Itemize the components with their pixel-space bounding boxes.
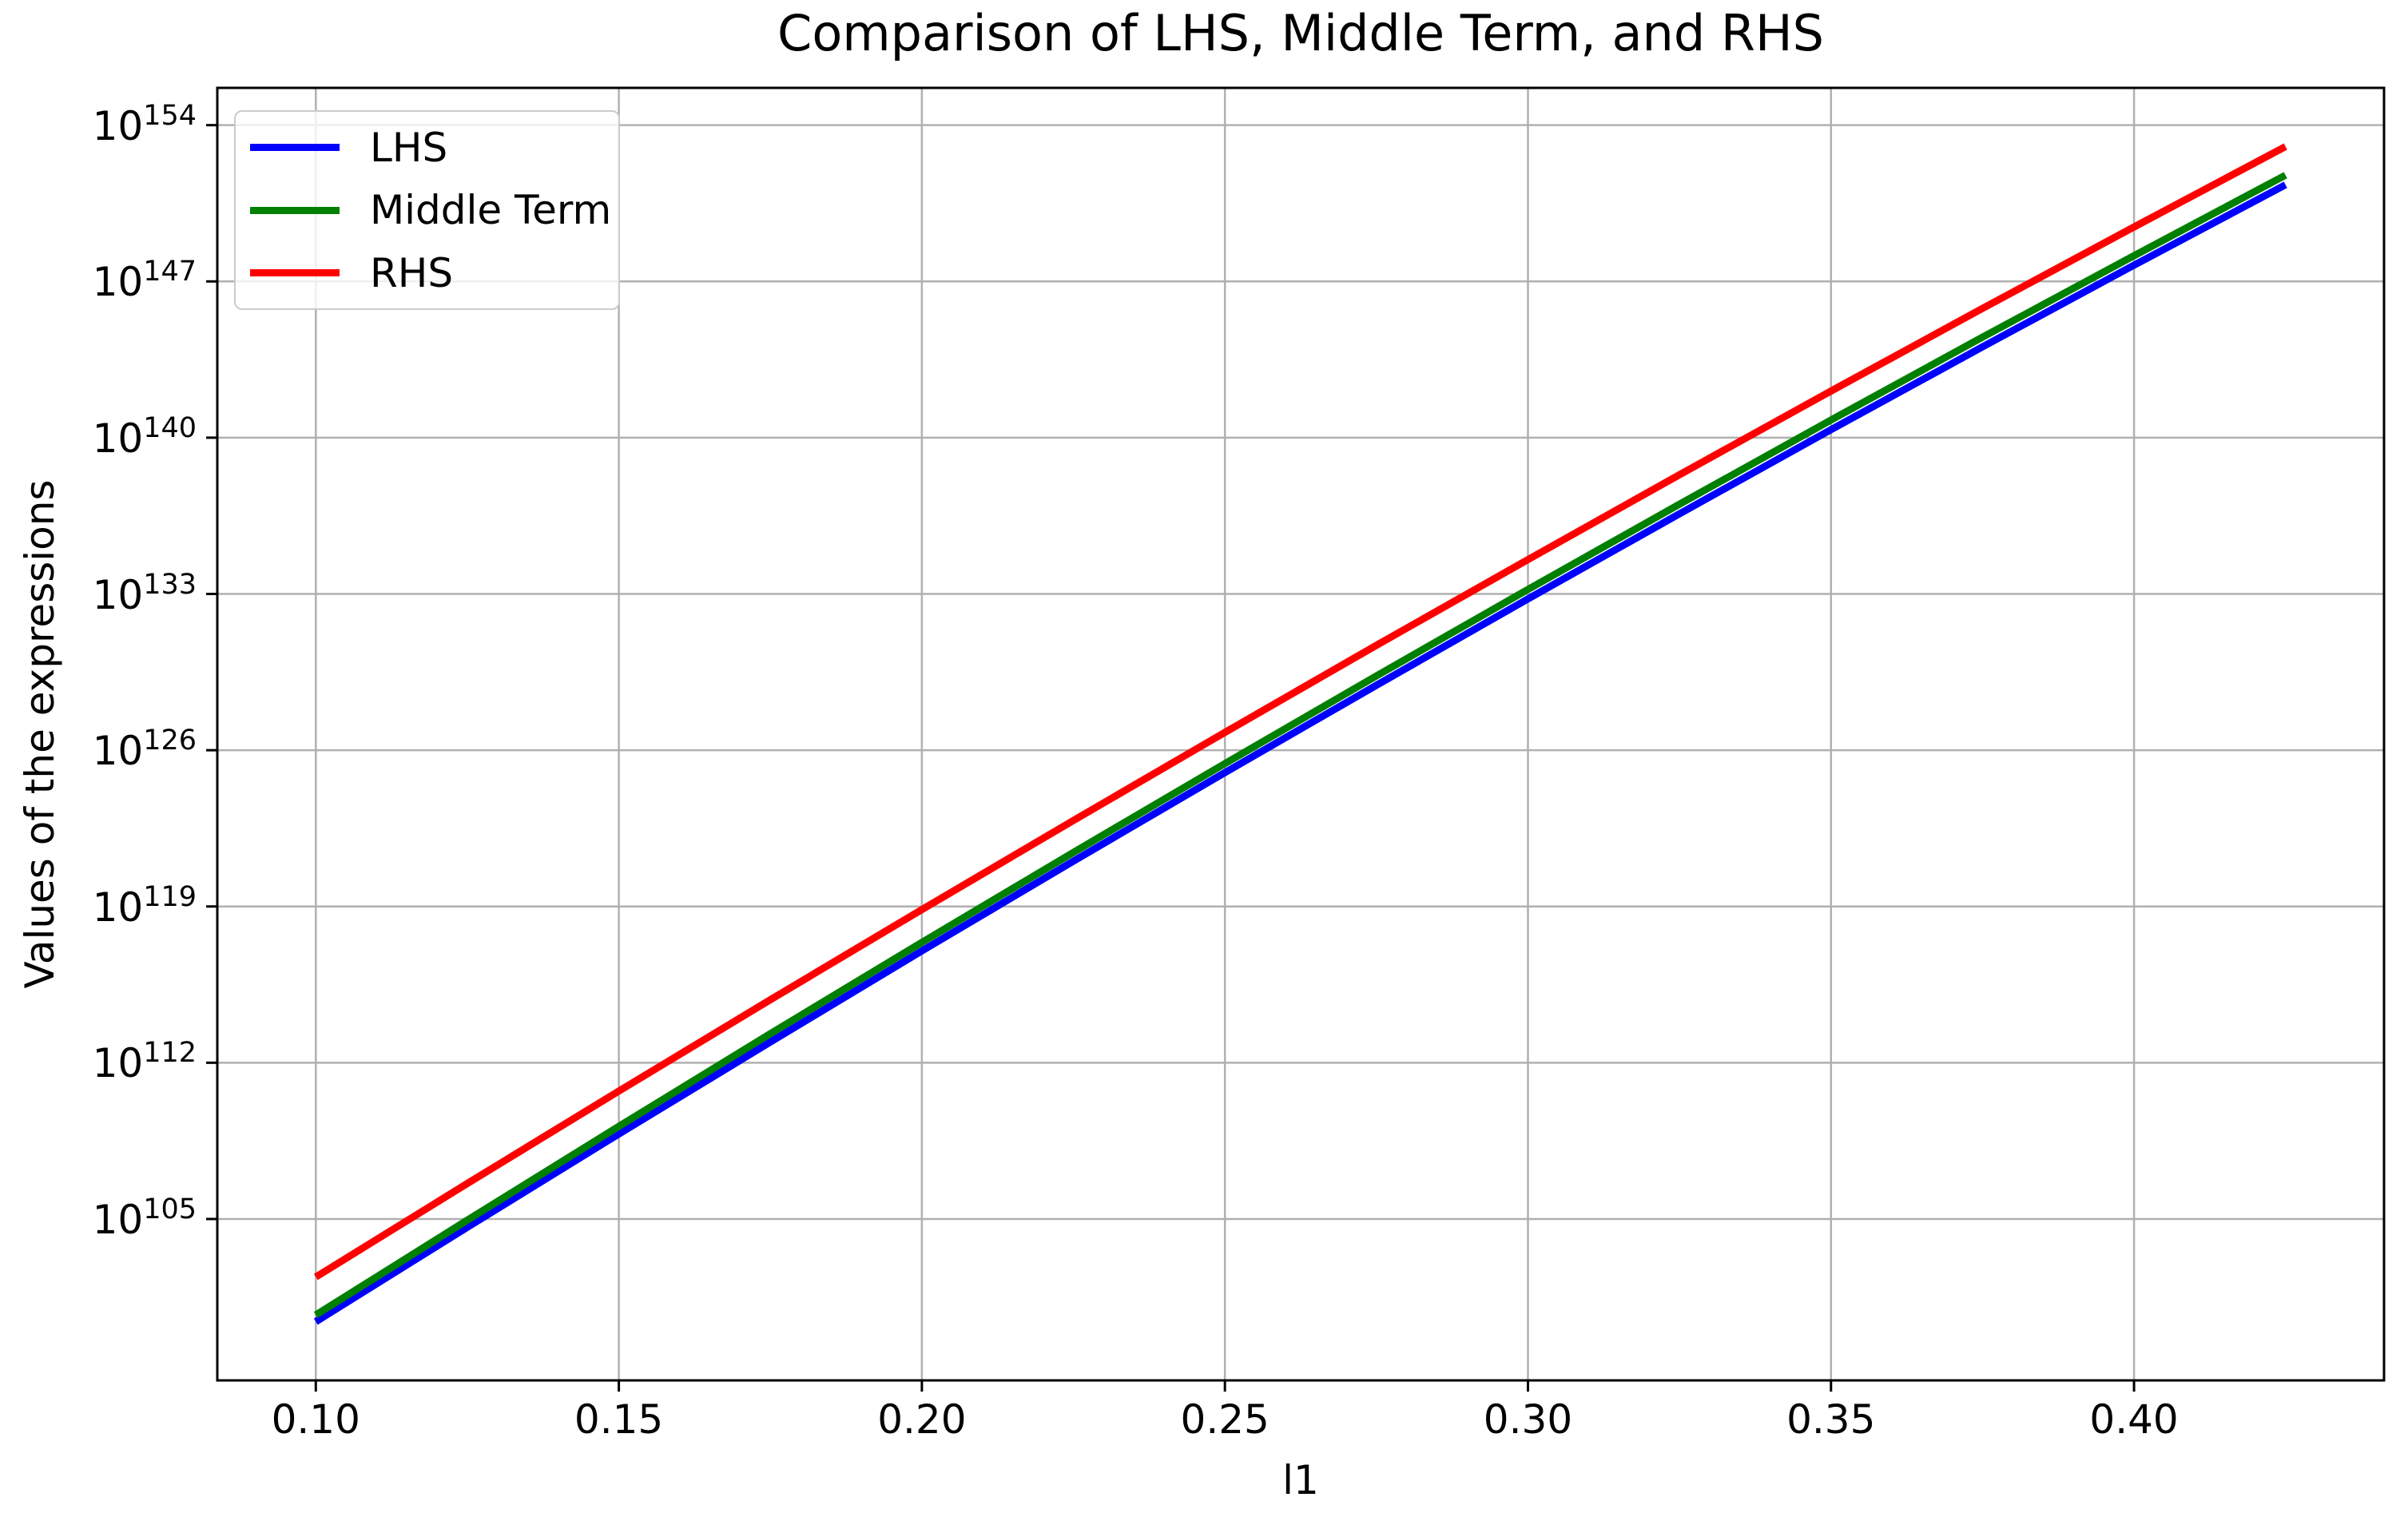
x-tick-label: 0.40 [2089, 1396, 2179, 1443]
legend-item-middle-term: Middle Term [250, 181, 618, 240]
y-tick-label: 10105 [92, 1193, 197, 1243]
y-tick-label: 10119 [92, 880, 197, 931]
chart-title: Comparison of LHS, Middle Term, and RHS [777, 4, 1824, 62]
y-tick-label: 10154 [92, 99, 197, 149]
plot-frame [216, 86, 2386, 1382]
y-tick-label: 10112 [92, 1037, 197, 1087]
x-tick-label: 0.15 [574, 1396, 664, 1443]
legend: LHS Middle Term RHS [234, 110, 620, 310]
legend-label-lhs: LHS [370, 124, 448, 171]
x-tick-label: 0.35 [1786, 1396, 1876, 1443]
legend-item-lhs: LHS [250, 118, 618, 177]
x-tick-label: 0.20 [877, 1396, 967, 1443]
legend-label-middle-term: Middle Term [370, 187, 612, 233]
legend-label-rhs: RHS [370, 249, 454, 296]
legend-line-swatch-rhs [250, 269, 340, 276]
series-line-middle-term [313, 172, 2287, 1318]
legend-item-rhs: RHS [250, 244, 618, 302]
legend-line-swatch-lhs [250, 144, 340, 151]
legend-line-swatch-middle-term [250, 206, 340, 214]
y-tick-label: 10140 [92, 411, 197, 462]
x-tick-label: 0.30 [1483, 1396, 1573, 1443]
y-tick-label: 10126 [92, 725, 197, 775]
series-line-lhs [313, 181, 2287, 1325]
x-axis-label: l1 [1282, 1457, 1319, 1503]
x-tick-label: 0.10 [271, 1396, 360, 1443]
x-tick-label: 0.25 [1180, 1396, 1270, 1443]
series-line-rhs [313, 143, 2287, 1281]
y-tick-label: 10133 [92, 568, 197, 618]
y-tick-label: 10147 [92, 256, 197, 306]
